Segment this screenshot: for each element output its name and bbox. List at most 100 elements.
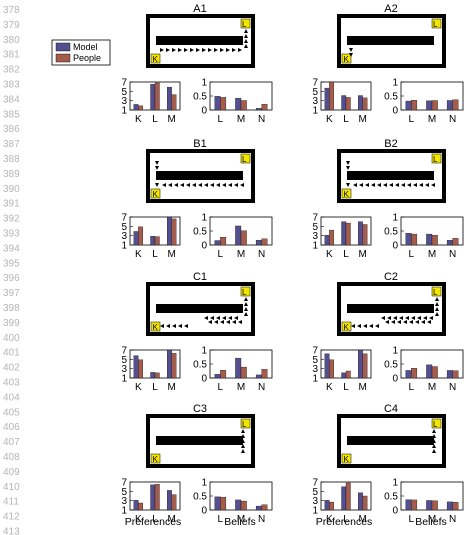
line-number: 385 [3, 109, 20, 120]
preferences-bar [341, 372, 347, 379]
preferences-ytick: 3 [121, 496, 127, 507]
path-arrow [353, 183, 357, 187]
maze-wall [156, 171, 243, 180]
preferences-bar [167, 216, 172, 246]
preferences-bar [171, 218, 177, 246]
path-arrow [435, 307, 439, 311]
path-arrow [198, 183, 202, 187]
path-arrow [241, 444, 245, 448]
preferences-bar [150, 484, 156, 511]
beliefs-bar [411, 499, 418, 511]
preferences-ytick: 1 [312, 506, 318, 517]
path-arrow [357, 324, 361, 328]
line-number: 406 [3, 422, 20, 433]
path-arrow [184, 48, 188, 52]
path-arrow [178, 324, 182, 328]
beliefs-ytick: 0.5 [384, 492, 398, 503]
beliefs-bar [261, 369, 268, 379]
l-label: L [242, 20, 247, 29]
path-arrow [232, 320, 236, 324]
beliefs-xtick: L [409, 382, 415, 393]
path-arrow [432, 439, 436, 443]
beliefs-bar [405, 499, 412, 511]
path-arrow [427, 320, 431, 324]
preferences-xtick: M [167, 514, 175, 525]
preferences-ytick: 5 [312, 355, 318, 366]
path-arrow [417, 316, 421, 320]
preferences-ytick: 1 [121, 506, 127, 517]
k-label: K [344, 55, 350, 64]
path-arrow [180, 183, 184, 187]
path-arrow [389, 183, 393, 187]
path-arrow [220, 320, 224, 324]
path-arrow [397, 320, 401, 324]
preferences-bar [154, 236, 160, 246]
k-marker [150, 321, 161, 332]
path-arrow [192, 183, 196, 187]
preferences-xtick: M [358, 514, 366, 525]
path-arrow [244, 39, 248, 43]
beliefs-bar [220, 97, 227, 111]
beliefs-bar [261, 504, 268, 511]
path-arrow [365, 183, 369, 187]
beliefs-bar [411, 368, 418, 379]
path-arrow [174, 183, 178, 187]
k-label: K [153, 190, 159, 199]
beliefs-bar [240, 230, 247, 246]
preferences-xtick: K [326, 249, 333, 260]
path-arrow [234, 316, 238, 320]
preferences-ytick: 1 [312, 241, 318, 252]
preferences-ytick: 7 [121, 346, 127, 357]
path-arrow [238, 48, 242, 52]
path-arrow [383, 183, 387, 187]
preferences-bar [154, 372, 160, 379]
preferences-ytick: 5 [121, 355, 127, 366]
beliefs-ytick: 0.5 [384, 360, 398, 371]
beliefs-bar [240, 100, 247, 111]
preferences-ytick: 3 [312, 364, 318, 375]
preferences-bar [329, 81, 334, 111]
path-arrow [349, 48, 353, 52]
beliefs-bar [255, 240, 262, 246]
beliefs-ytick: 0 [392, 241, 398, 252]
l-marker [240, 18, 251, 29]
beliefs-ytick: 1 [392, 213, 398, 224]
path-arrow [238, 320, 242, 324]
beliefs-bar [426, 500, 433, 511]
beliefs-xtick: M [237, 249, 245, 260]
beliefs-ytick: 0 [201, 241, 207, 252]
beliefs-xtick: L [218, 382, 224, 393]
panel-title: A1 [193, 3, 206, 15]
k-marker [150, 453, 161, 464]
path-arrow [172, 324, 176, 328]
l-label: L [242, 420, 247, 429]
footer-preferences: Preferences [316, 516, 373, 528]
preferences-bar [362, 97, 368, 111]
path-arrow [435, 302, 439, 306]
k-marker [150, 188, 161, 199]
path-arrow [391, 320, 395, 324]
maze-wall [156, 304, 243, 313]
path-arrow [387, 316, 391, 320]
path-arrow [403, 320, 407, 324]
maze-wall [347, 36, 434, 45]
path-arrow [431, 183, 435, 187]
path-arrow [244, 297, 248, 301]
beliefs-ytick: 0 [392, 506, 398, 517]
beliefs-ytick: 0 [201, 506, 207, 517]
line-number: 392 [3, 214, 20, 225]
beliefs-xtick: L [409, 249, 415, 260]
l-label: L [242, 155, 247, 164]
preferences-ytick: 7 [121, 78, 127, 89]
beliefs-ytick: 1 [201, 478, 207, 489]
preferences-ytick: 5 [312, 87, 318, 98]
beliefs-bar [255, 108, 262, 111]
preferences-xtick: L [152, 382, 158, 393]
preferences-xtick: K [135, 514, 142, 525]
path-arrow [411, 316, 415, 320]
preferences-xtick: M [358, 382, 366, 393]
